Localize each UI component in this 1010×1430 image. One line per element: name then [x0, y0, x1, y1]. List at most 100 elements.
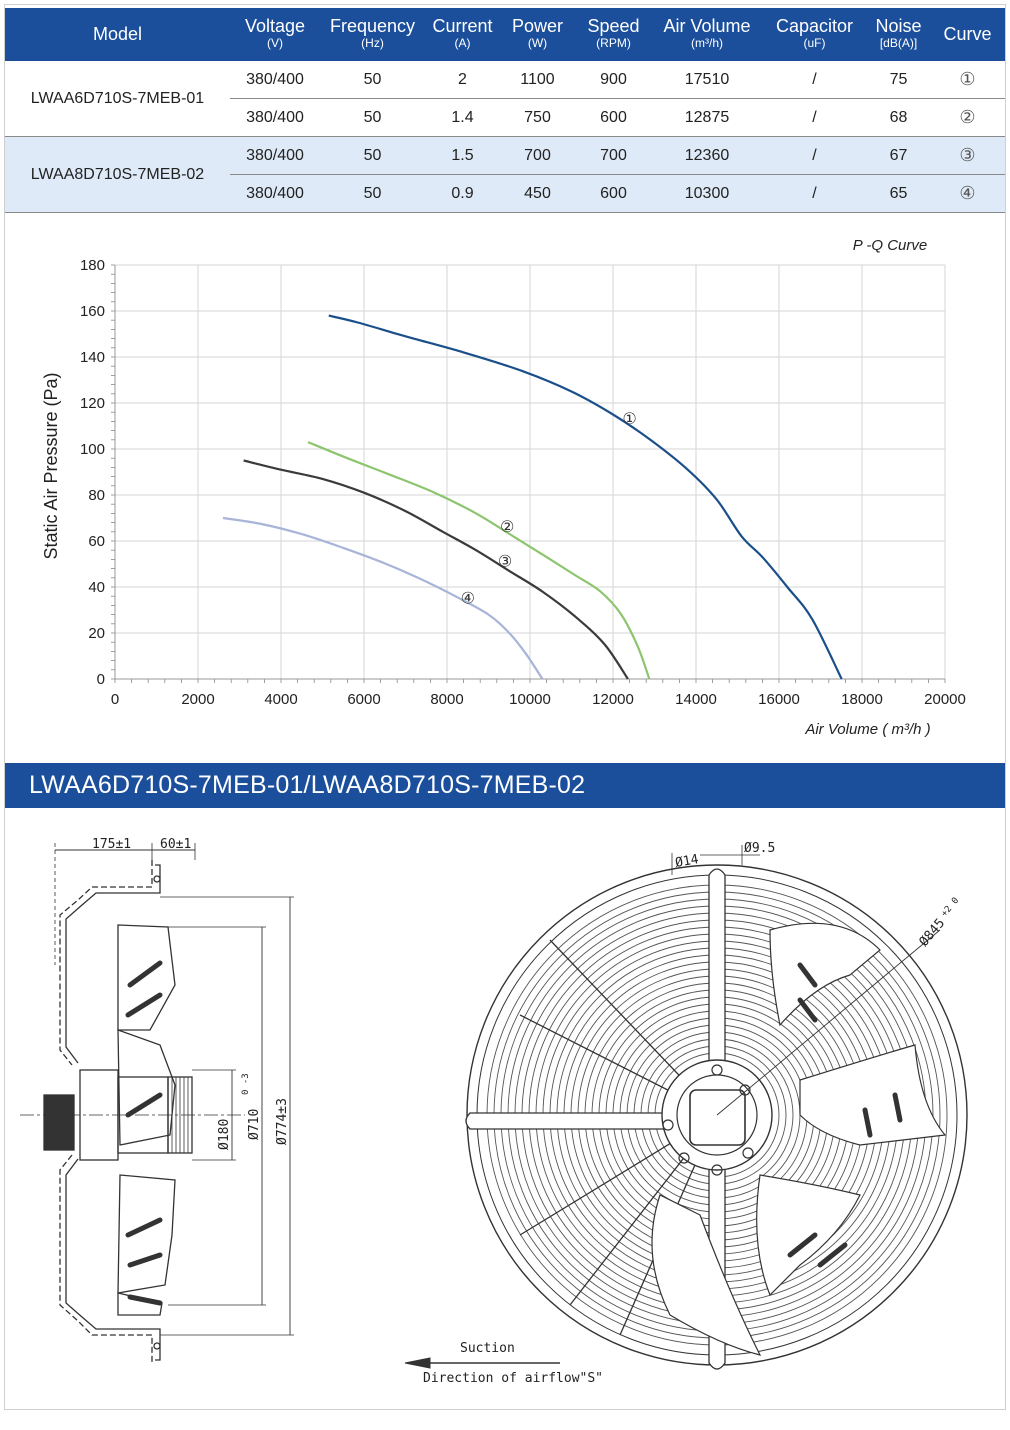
blade-slot — [125, 1092, 163, 1118]
speed-cell: 600 — [575, 98, 652, 137]
airflow-direction-label: Direction of airflow"S" — [423, 1371, 603, 1386]
speed-cell: 900 — [575, 61, 652, 99]
series-line-2 — [307, 441, 651, 680]
frequency-cell: 50 — [320, 61, 425, 99]
header-capacitor: Capacitor (uF) — [762, 8, 867, 61]
x-tick-label: 20000 — [924, 691, 966, 708]
series-line-1 — [328, 314, 843, 680]
outer-diameter-label: Ø774±3 — [275, 1098, 290, 1145]
air-volume-cell: 12360 — [652, 136, 762, 175]
current-cell: 0.9 — [425, 174, 500, 213]
current-cell: 2 — [425, 61, 500, 99]
capacitor-cell: / — [762, 174, 867, 213]
fan-diameter-tolerance: 0 -3 — [241, 1073, 251, 1095]
current-cell: 1.4 — [425, 98, 500, 137]
blade-slots — [787, 962, 903, 1268]
y-tick-label: 160 — [80, 303, 105, 320]
voltage-cell: 380/400 — [230, 98, 320, 137]
hub-bolt — [739, 1084, 751, 1096]
guard-outline — [59, 1154, 153, 1363]
blade-outline — [799, 1044, 947, 1146]
x-tick-label: 4000 — [264, 691, 297, 708]
table-header-row: Model Voltage (V) Frequency (Hz) Current (A… — [5, 8, 1005, 61]
frequency-cell: 50 — [320, 98, 425, 137]
y-tick-label: 140 — [80, 349, 105, 366]
capacitor-cell: / — [762, 61, 867, 99]
power-cell: 750 — [500, 98, 575, 137]
series-line-3 — [243, 459, 629, 680]
air-volume-cell: 17510 — [652, 61, 762, 99]
blade-slot — [127, 1294, 163, 1306]
model-banner: LWAA6D710S-7MEB-01/LWAA8D710S-7MEB-02 — [5, 763, 1005, 808]
x-tick-label: 12000 — [592, 691, 634, 708]
speed-cell: 600 — [575, 174, 652, 213]
current-cell: 1.5 — [425, 136, 500, 175]
power-cell: 450 — [500, 174, 575, 213]
y-axis-label: Static Air Pressure (Pa) — [41, 372, 61, 559]
noise-cell: 75 — [867, 61, 930, 99]
blade-outline — [117, 1029, 176, 1146]
blade-outline — [117, 924, 176, 1031]
mount-hole — [153, 875, 161, 883]
x-tick-label: 16000 — [758, 691, 800, 708]
header-model: Model — [5, 8, 230, 61]
fan-diameter-label: Ø710 — [247, 1109, 262, 1140]
hub-bolt — [678, 1152, 690, 1164]
noise-cell: 67 — [867, 136, 930, 175]
mount-hole — [153, 1342, 161, 1350]
header-frequency: Frequency (Hz) — [320, 8, 425, 61]
pq-curve-chart: 0 2000 4000 6000 8000 10000 12000 14000 16000 180… — [41, 237, 966, 738]
y-tick-label: 40 — [88, 579, 105, 596]
chart-tick-labels: 0 2000 4000 6000 8000 10000 12000 14000 16000 180… — [80, 257, 966, 708]
x-tick-label: 18000 — [841, 691, 883, 708]
depth-label: 175±1 — [92, 837, 131, 852]
mount-diameter-tolerance: +2 0 — [940, 896, 962, 919]
guard-outline — [59, 860, 153, 1066]
x-tick-label: 10000 — [509, 691, 551, 708]
guard-outline — [65, 864, 161, 1064]
hub-diameter-label: Ø180 — [217, 1119, 232, 1150]
y-tick-label: 20 — [88, 625, 105, 642]
side-view-labels: 175±1 60±1 Ø180 Ø710 0 -3 Ø774±3 — [92, 837, 290, 1150]
power-cell: 700 — [500, 136, 575, 175]
model-cell: LWAA8D710S-7MEB-02 — [5, 136, 230, 213]
hub-bolt — [711, 1164, 723, 1176]
y-tick-label: 180 — [80, 257, 105, 274]
header-curve: Curve — [930, 8, 1005, 61]
voltage-cell: 380/400 — [230, 136, 320, 175]
noise-cell: 68 — [867, 98, 930, 137]
mount-diameter-line — [716, 929, 941, 1116]
table-row: LWAA8D710S-7MEB-02 380/400 50 1.5 700 70… — [5, 136, 1005, 213]
series-label-1: ① — [622, 411, 636, 428]
x-tick-label: 0 — [111, 691, 119, 708]
curve-cell: ① — [930, 61, 1005, 99]
voltage-cell: 380/400 — [230, 61, 320, 99]
curve-cell: ④ — [930, 174, 1005, 213]
hub-bolt — [742, 1147, 754, 1159]
y-tick-label: 60 — [88, 533, 105, 550]
chart-title: P -Q Curve — [853, 237, 927, 254]
capacitor-cell: / — [762, 136, 867, 175]
x-axis-label: Air Volume ( m³/h ) — [804, 721, 930, 738]
power-cell: 1100 — [500, 61, 575, 99]
header-speed: Speed (RPM) — [575, 8, 652, 61]
y-tick-label: 120 — [80, 395, 105, 412]
y-tick-label: 80 — [88, 487, 105, 504]
x-tick-label: 8000 — [430, 691, 463, 708]
offset-label: 60±1 — [160, 837, 191, 852]
x-tick-label: 2000 — [181, 691, 214, 708]
header-voltage: Voltage (V) — [230, 8, 320, 61]
header-air-volume: Air Volume (m³/h) — [652, 8, 762, 61]
y-tick-label: 100 — [80, 441, 105, 458]
spec-table: Model Voltage (V) Frequency (Hz) Current (A… — [5, 8, 1005, 213]
header-power: Power (W) — [500, 8, 575, 61]
hole-small-label: Ø9.5 — [744, 841, 775, 856]
blade-outline — [756, 1174, 861, 1297]
mount-diameter-label: Ø845 — [917, 916, 949, 950]
table-row: 380/400 50 0.9 450 600 10300 / 65 ④ — [5, 174, 1005, 213]
frequency-cell: 50 — [320, 136, 425, 175]
x-tick-label: 6000 — [347, 691, 380, 708]
hole-large-label: Ø14 — [674, 852, 700, 871]
hub-bolt — [711, 1064, 723, 1076]
curve-cell: ② — [930, 98, 1005, 137]
